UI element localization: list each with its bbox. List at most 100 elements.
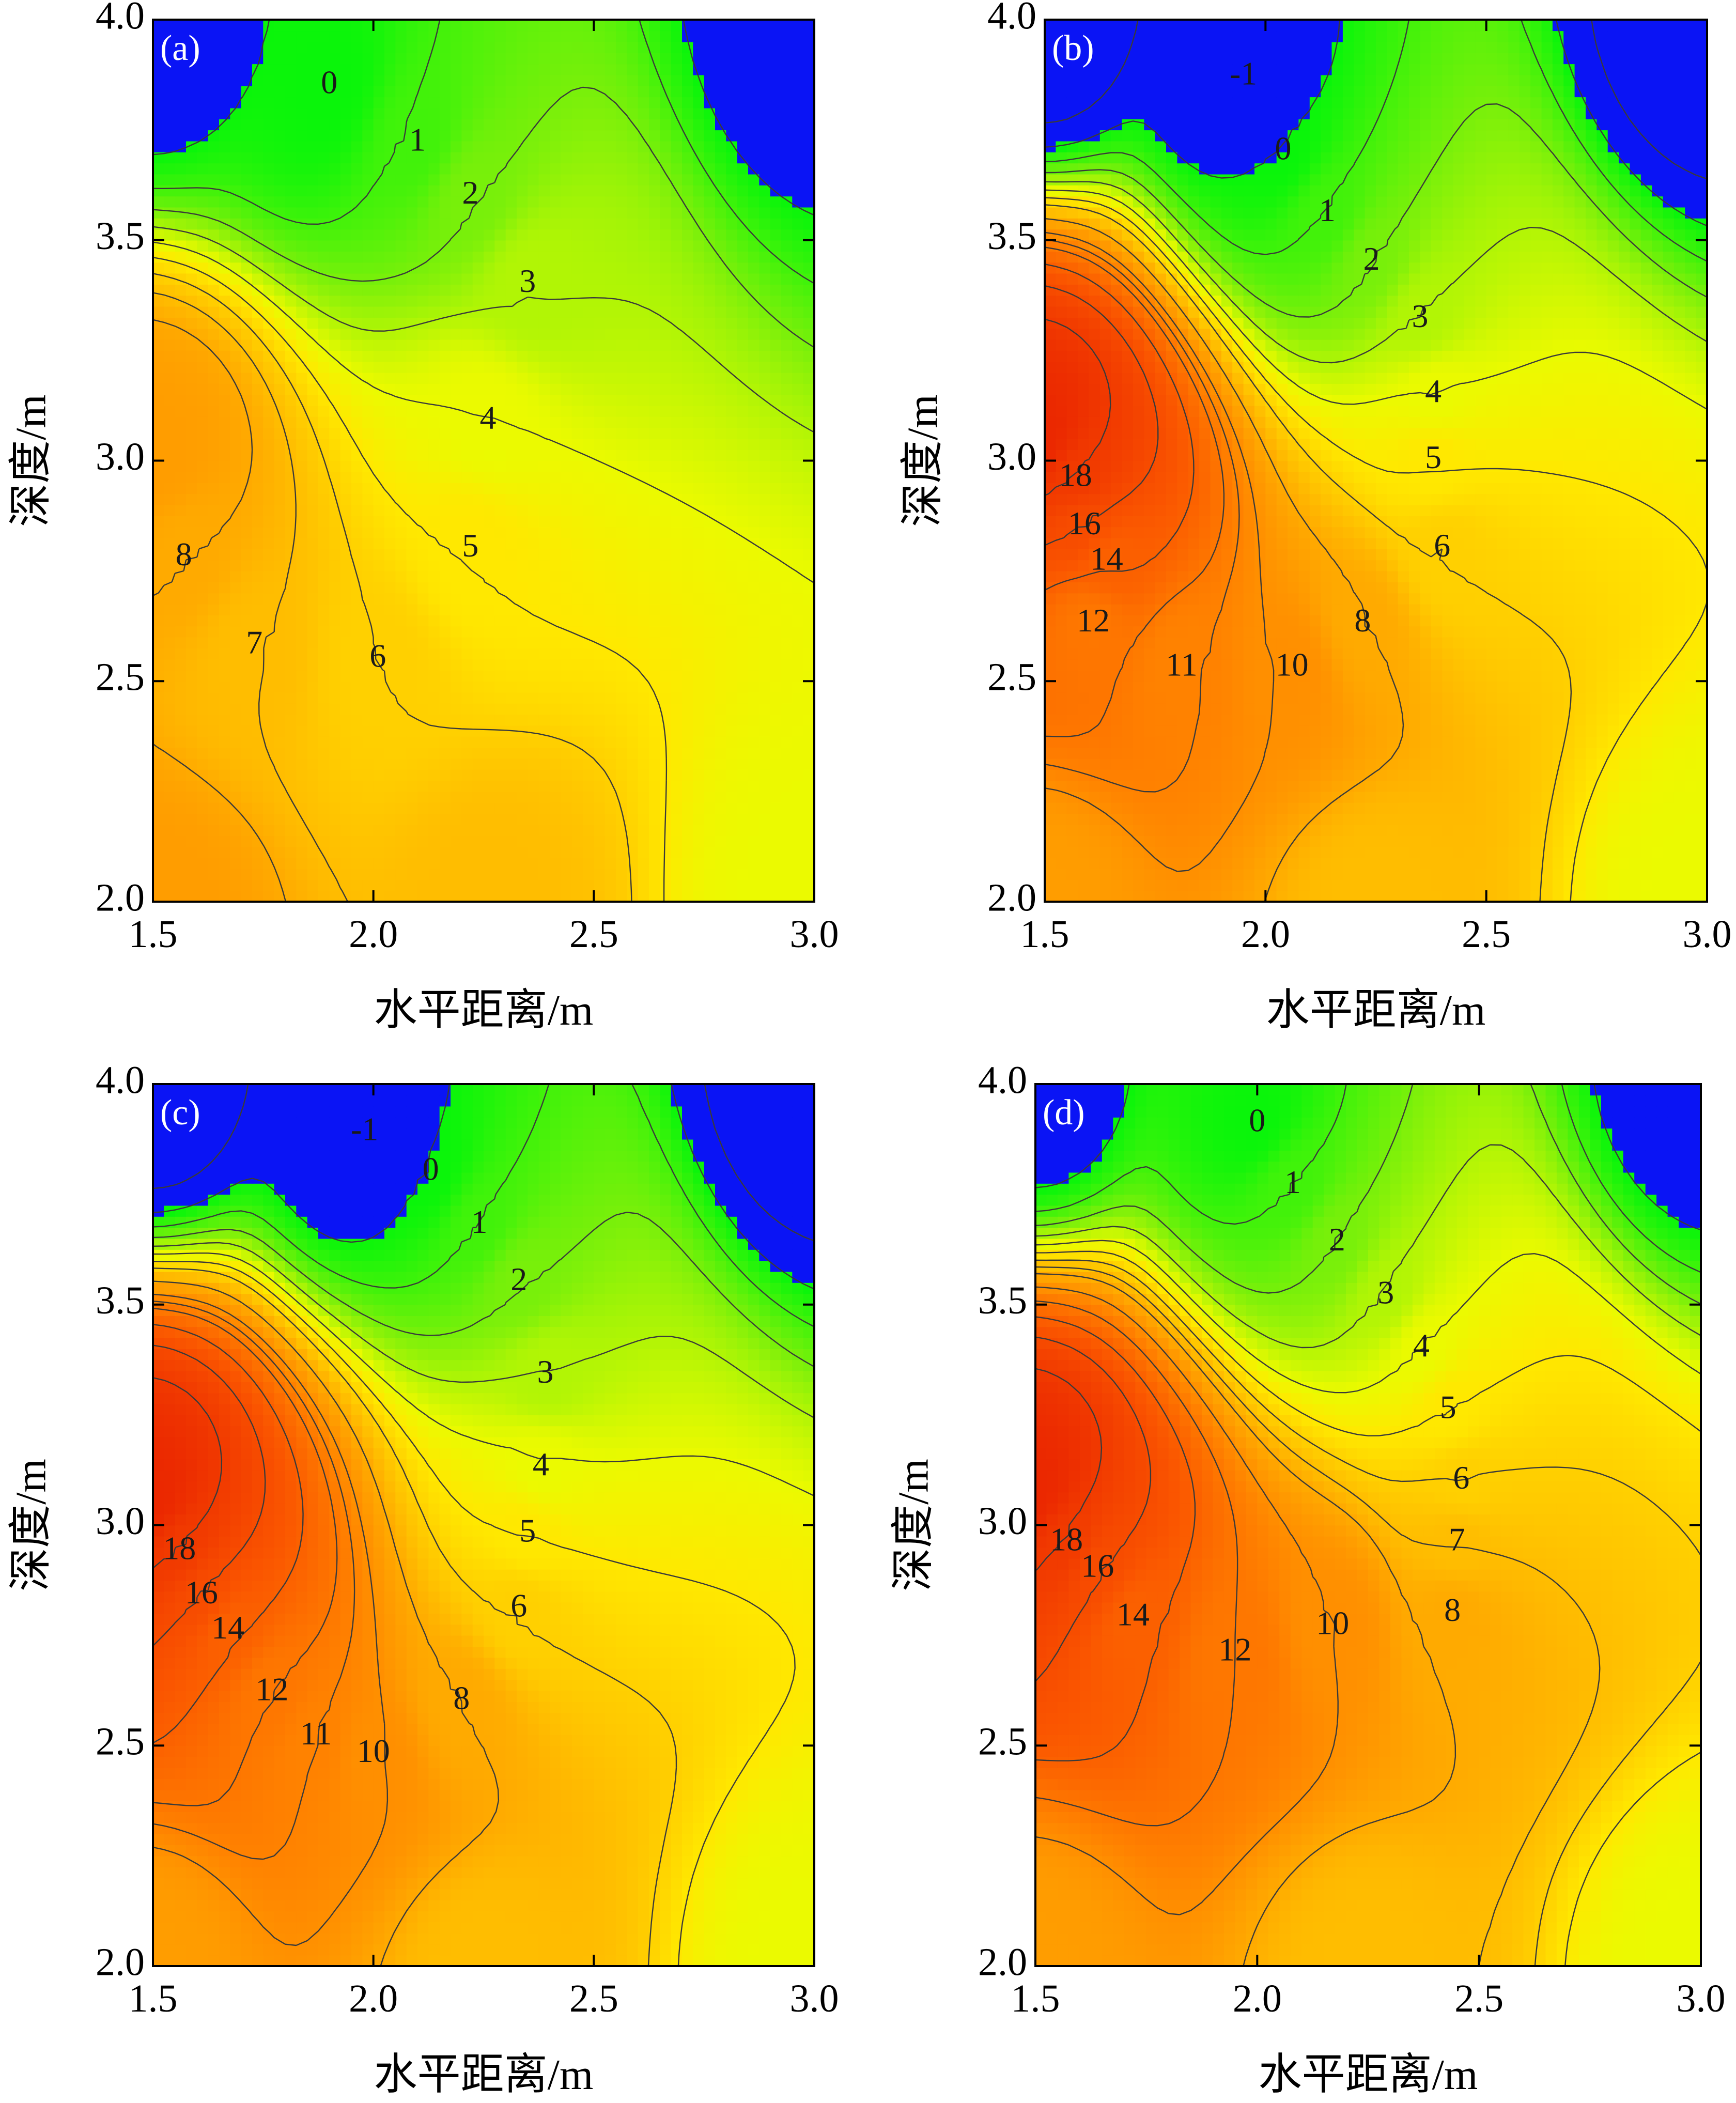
contour-cell: [506, 692, 517, 704]
contour-cell: [506, 593, 517, 605]
contour-cell: [781, 163, 793, 174]
contour-cell: [186, 516, 197, 527]
contour-cell: [274, 373, 286, 384]
contour-cell: [428, 174, 440, 185]
contour-cell: [175, 119, 187, 130]
contour-cell: [329, 802, 340, 814]
contour-cell: [451, 725, 462, 737]
contour-cell: [671, 747, 683, 759]
contour-cell: [506, 207, 517, 219]
contour-cell: [351, 802, 363, 814]
contour-cell: [230, 759, 241, 770]
contour-cell: [440, 472, 451, 483]
contour-cell: [539, 891, 550, 902]
contour-cell: [374, 494, 385, 505]
contour-cell: [428, 383, 440, 395]
contour-cell: [715, 373, 726, 384]
contour-cell: [770, 262, 782, 273]
contour-cell: [384, 792, 396, 803]
contour-cell: [241, 516, 253, 527]
contour-cell: [506, 461, 517, 472]
contour-cell: [671, 626, 683, 638]
contour-cell: [803, 108, 815, 119]
contour-cell: [649, 185, 660, 196]
contour-cell: [461, 329, 473, 340]
contour-cell: [594, 846, 605, 858]
contour-cell: [726, 604, 737, 615]
contour-cell: [230, 461, 241, 472]
contour-cell: [407, 383, 418, 395]
contour-cell: [770, 174, 782, 185]
contour-cell: [616, 185, 627, 196]
contour-cell: [318, 284, 330, 296]
contour-cell: [704, 792, 716, 803]
contour-cell: [748, 747, 760, 759]
contour-cell: [759, 461, 770, 472]
contour-cell: [494, 461, 506, 472]
contour-cell: [561, 637, 572, 648]
contour-cell: [351, 306, 363, 318]
contour-cell: [726, 615, 737, 626]
contour-cell: [770, 53, 782, 64]
contour-cell: [1420, 879, 1432, 891]
contour-cell: [329, 185, 340, 196]
contour-cell: [594, 152, 605, 163]
contour-cell: [583, 505, 594, 516]
contour-cell: [241, 725, 253, 737]
contour-cell: [417, 659, 429, 671]
contour-cell: [770, 571, 782, 582]
contour-cell: [153, 163, 164, 174]
contour-cell: [208, 571, 220, 582]
contour-cell: [550, 670, 561, 682]
contour-cell: [605, 406, 616, 417]
contour-cell: [572, 813, 583, 825]
contour-cell: [539, 879, 550, 891]
contour-cell: [484, 450, 495, 461]
contour-cell: [550, 769, 561, 781]
contour-cell: [252, 317, 264, 329]
contour-cell: [296, 75, 307, 86]
contour-cell: [241, 207, 253, 219]
contour-cell: [374, 846, 385, 858]
contour-cell: [186, 339, 197, 351]
contour-cell: [506, 747, 517, 759]
contour-cell: [616, 251, 627, 262]
contour-cell: [759, 703, 770, 715]
contour-cell: [704, 780, 716, 792]
contour-cell: [803, 229, 815, 240]
contour-cell: [164, 582, 175, 593]
contour-cell: [164, 119, 175, 130]
contour-cell: [517, 42, 528, 53]
contour-cell: [351, 836, 363, 847]
contour-cell: [197, 416, 208, 428]
contour-cell: [605, 450, 616, 461]
contour-cell: [704, 406, 716, 417]
contour-cell: [374, 86, 385, 97]
contour-cell: [451, 450, 462, 461]
contour-cell: [285, 846, 297, 858]
contour-cell: [1111, 869, 1122, 880]
contour-cell: [197, 329, 208, 340]
contour-cell: [285, 240, 297, 252]
contour-cell: [384, 637, 396, 648]
contour-cell: [561, 295, 572, 306]
contour-cell: [197, 483, 208, 494]
contour-cell: [153, 703, 164, 715]
contour-cell: [307, 207, 319, 219]
contour-cell: [318, 262, 330, 273]
contour-cell: [407, 295, 418, 306]
contour-cell: [285, 262, 297, 273]
contour-cell: [395, 383, 407, 395]
contour-cell: [1100, 879, 1111, 891]
contour-cell: [351, 604, 363, 615]
contour-cell: [649, 317, 660, 329]
contour-cell: [219, 406, 230, 417]
contour-cell: [208, 549, 220, 560]
contour-cell: [1100, 891, 1111, 902]
contour-cell: [605, 714, 616, 725]
contour-cell: [428, 30, 440, 42]
contour-cell: [594, 725, 605, 737]
contour-cell: [208, 637, 220, 648]
contour-cell: [208, 97, 220, 108]
contour-cell: [395, 759, 407, 770]
